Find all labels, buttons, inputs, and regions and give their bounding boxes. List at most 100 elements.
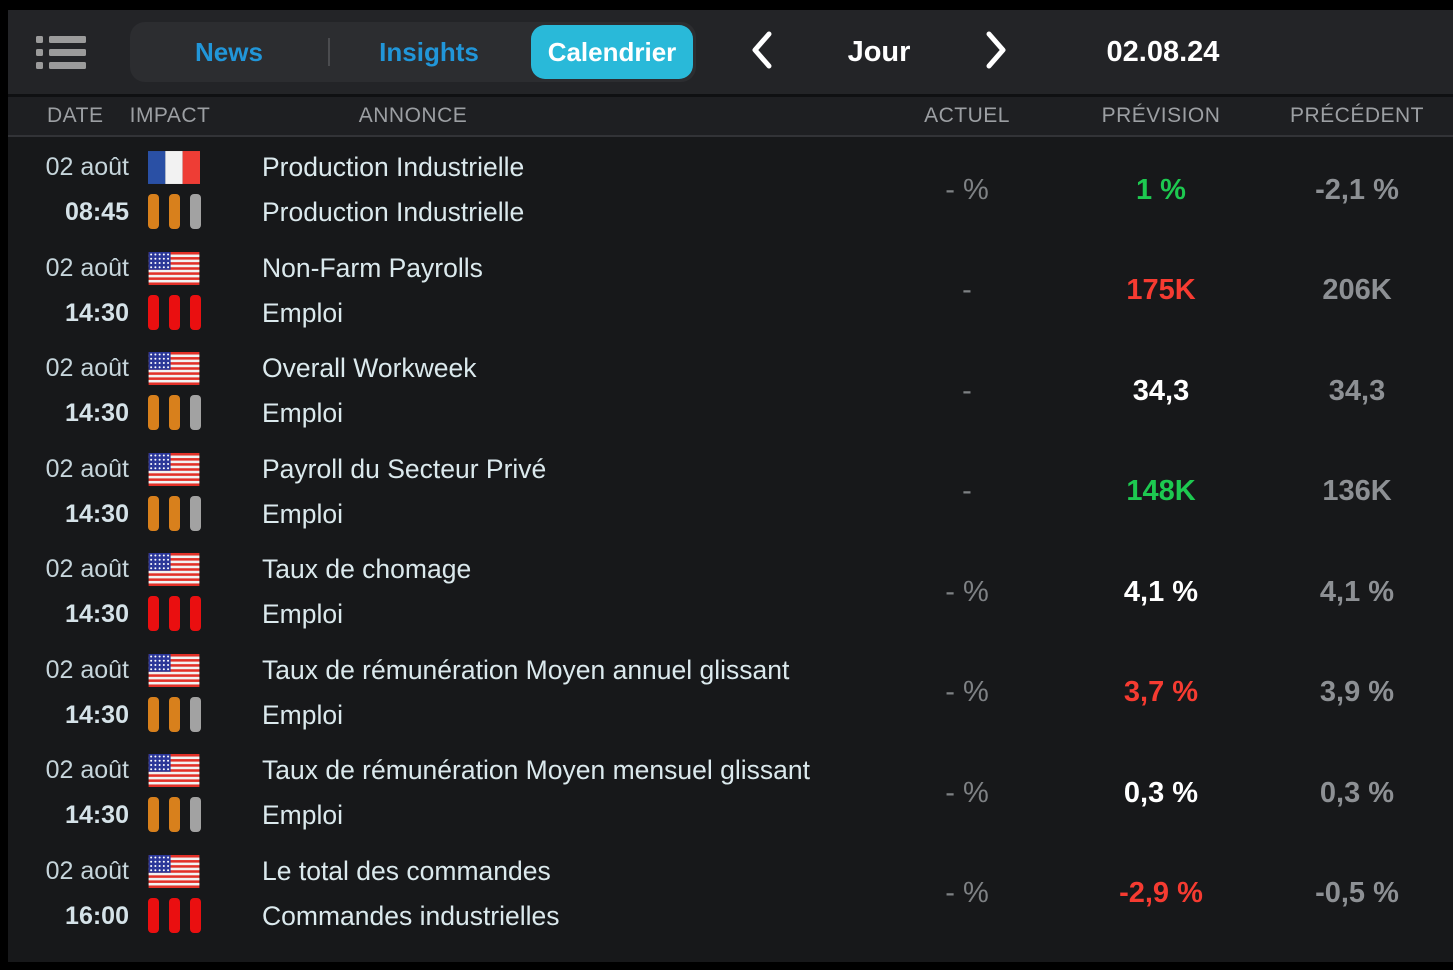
impact-bar-off xyxy=(189,696,201,732)
economic-calendar-app: News Insights Calendrier Jour 02.08.24 D… xyxy=(8,10,1453,962)
impact-cell xyxy=(146,442,202,543)
table-row[interactable]: 02 août 14:30 Overall Workweek Emploi - … xyxy=(8,341,1453,442)
actual-value: - % xyxy=(945,173,989,206)
event-time: 08:45 xyxy=(65,198,129,227)
impact-bar-off xyxy=(189,395,201,431)
forecast-value: 3,7 % xyxy=(1123,676,1199,709)
tab-news[interactable]: News xyxy=(195,36,263,67)
event-category: Emploi xyxy=(262,398,344,429)
us-flag-icon xyxy=(148,251,200,285)
impact-bar-medium xyxy=(147,395,159,431)
us-flag-icon xyxy=(148,352,200,386)
previous-value: 136K xyxy=(1322,475,1392,508)
impact-bar-high xyxy=(168,294,180,330)
chevron-right-icon xyxy=(983,29,1009,76)
date-cell: 02 août 14:30 xyxy=(8,241,129,342)
event-category: Commandes industrielles xyxy=(262,900,560,931)
table-row[interactable]: 02 août 14:30 Non-Farm Payrolls Emploi -… xyxy=(8,241,1453,342)
list-icon-dot xyxy=(36,48,43,56)
column-header-actuel: ACTUEL xyxy=(924,104,1010,127)
event-category: Production Industrielle xyxy=(262,197,525,228)
announcement-cell: Taux de rémunération Moyen annuel glissa… xyxy=(262,643,853,744)
impact-cell xyxy=(146,542,202,643)
impact-bar-high xyxy=(168,596,180,632)
table-row[interactable]: 02 août 16:00 Le total des commandes Com… xyxy=(8,844,1453,945)
event-title: Le total des commandes xyxy=(262,855,551,886)
column-header-date: DATE xyxy=(47,104,104,127)
list-icon-dot xyxy=(36,35,43,43)
event-title: Payroll du Secteur Privé xyxy=(262,453,547,484)
tab-insights[interactable]: Insights xyxy=(379,36,479,67)
announcement-cell: Overall Workweek Emploi xyxy=(262,341,853,442)
table-row[interactable]: 02 août 14:30 Taux de rémunération Moyen… xyxy=(8,643,1453,744)
forecast-value: 148K xyxy=(1126,475,1196,508)
impact-bar-high xyxy=(168,897,180,933)
impact-bar-medium xyxy=(147,495,159,531)
date-cell: 02 août 16:00 xyxy=(8,844,129,945)
event-title: Taux de chomage xyxy=(262,554,472,585)
event-time: 14:30 xyxy=(65,801,129,830)
list-icon-row xyxy=(36,48,86,56)
actual-value: - % xyxy=(945,776,989,809)
forecast-value: 0,3 % xyxy=(1123,776,1199,809)
table-header-row: DATE IMPACT ANNONCE ACTUEL PRÉVISION PRÉ… xyxy=(8,94,1453,137)
previous-value: 3,9 % xyxy=(1319,676,1395,709)
impact-cell xyxy=(146,743,202,844)
list-icon-dot xyxy=(36,61,43,69)
impact-bars-icon xyxy=(147,797,201,833)
event-time: 14:30 xyxy=(65,600,129,629)
list-icon-line xyxy=(49,35,86,43)
table-row[interactable]: 02 août 08:45 Production Industrielle Pr… xyxy=(8,140,1453,241)
column-header-annonce: ANNONCE xyxy=(358,104,468,127)
forecast-value: 1 % xyxy=(1136,173,1186,206)
actual-value: - xyxy=(962,475,972,508)
next-day-button[interactable] xyxy=(976,29,1016,76)
impact-cell xyxy=(146,140,202,241)
date-cell: 02 août 14:30 xyxy=(8,743,129,844)
tab-calendrier[interactable]: Calendrier xyxy=(531,25,693,79)
previous-value: 206K xyxy=(1322,274,1392,307)
announcement-cell: Non-Farm Payrolls Emploi xyxy=(262,241,853,342)
event-category: Emploi xyxy=(262,498,344,529)
event-date: 02 août xyxy=(45,153,129,182)
impact-bar-off xyxy=(189,797,201,833)
forecast-value: 175K xyxy=(1126,274,1196,307)
tab-group: News Insights Calendrier xyxy=(130,22,696,82)
actual-value: - xyxy=(962,274,972,307)
actual-value: - % xyxy=(945,877,989,910)
table-row[interactable]: 02 août 14:30 Taux de rémunération Moyen… xyxy=(8,743,1453,844)
list-icon-row xyxy=(36,35,86,43)
table-row[interactable]: 02 août 14:30 Taux de chomage Emploi - %… xyxy=(8,542,1453,643)
impact-bar-high xyxy=(189,897,201,933)
announcement-cell: Taux de chomage Emploi xyxy=(262,542,853,643)
event-date: 02 août xyxy=(45,856,129,885)
previous-day-button[interactable] xyxy=(742,29,782,76)
event-date: 02 août xyxy=(45,655,129,684)
period-label: Jour xyxy=(847,35,911,68)
event-date: 02 août xyxy=(45,555,129,584)
event-category: Emploi xyxy=(262,599,344,630)
announcement-cell: Taux de rémunération Moyen mensuel gliss… xyxy=(262,743,853,844)
date-cell: 02 août 14:30 xyxy=(8,341,129,442)
table-row[interactable]: 02 août 14:30 Payroll du Secteur Privé E… xyxy=(8,442,1453,543)
event-time: 14:30 xyxy=(65,499,129,528)
impact-bar-high xyxy=(147,294,159,330)
forecast-value: 4,1 % xyxy=(1123,575,1199,608)
selected-date-label[interactable]: 02.08.24 xyxy=(1106,35,1220,68)
event-title: Overall Workweek xyxy=(262,353,477,384)
announcement-cell: Payroll du Secteur Privé Emploi xyxy=(262,442,853,543)
impact-bars-icon xyxy=(147,294,201,330)
impact-cell xyxy=(146,341,202,442)
impact-bars-icon xyxy=(147,596,201,632)
list-icon[interactable] xyxy=(36,32,86,72)
event-time: 14:30 xyxy=(65,399,129,428)
us-flag-icon xyxy=(148,452,200,486)
impact-bars-icon xyxy=(147,897,201,933)
actual-value: - % xyxy=(945,676,989,709)
event-time: 14:30 xyxy=(65,298,129,327)
column-header-prevision: PRÉVISION xyxy=(1101,104,1221,127)
previous-value: 34,3 xyxy=(1328,374,1386,407)
impact-bar-medium xyxy=(147,696,159,732)
impact-bar-medium xyxy=(168,797,180,833)
actual-value: - xyxy=(962,374,972,407)
